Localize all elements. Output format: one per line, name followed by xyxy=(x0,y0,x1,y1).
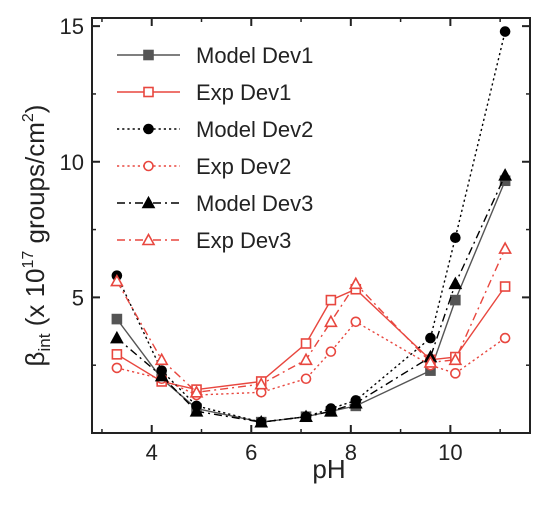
data-point xyxy=(498,241,512,254)
y-axis-title-symbol: β xyxy=(20,352,50,367)
plot-area: 4 6 8 10 5 10 15 xyxy=(60,14,531,465)
series-line xyxy=(116,286,506,391)
x-tick-label: 10 xyxy=(438,440,462,465)
series-line xyxy=(116,248,506,394)
series-line xyxy=(116,180,506,423)
y-tick-label: 5 xyxy=(72,285,84,310)
data-point xyxy=(299,409,313,423)
x-axis-title: pH xyxy=(312,454,345,484)
legend-label: Exp Dev2 xyxy=(196,154,291,179)
legend: Model Dev1 Exp Dev1 Model Dev2 Exp Dev2 Mode… xyxy=(117,43,313,253)
data-point xyxy=(498,168,512,181)
data-point xyxy=(254,414,269,428)
legend-label: Exp Dev1 xyxy=(196,80,291,105)
y-axis-title-open: (x 10 xyxy=(20,269,50,334)
data-point xyxy=(111,349,123,360)
series-3 xyxy=(111,26,511,428)
legend-item-4: Exp Dev2 xyxy=(117,154,291,179)
y-tick-label: 15 xyxy=(60,14,84,39)
y-tick-label: 10 xyxy=(60,150,84,175)
data-point xyxy=(300,338,312,349)
legend-label: Exp Dev3 xyxy=(196,228,291,253)
legend-label: Model Dev1 xyxy=(196,43,313,68)
legend-marker xyxy=(141,232,156,246)
data-point xyxy=(300,373,312,385)
legend-item-1: Model Dev1 xyxy=(117,43,313,68)
data-point xyxy=(325,346,337,357)
data-point xyxy=(348,276,363,290)
data-point xyxy=(111,313,123,325)
y-axis-title-subscript: int xyxy=(35,333,54,351)
plot-frame xyxy=(91,17,531,434)
legend-item-5: Model Dev3 xyxy=(117,191,313,216)
data-point xyxy=(348,396,363,409)
data-point xyxy=(189,385,204,398)
data-point xyxy=(324,314,338,328)
legend-item-2: Exp Dev1 xyxy=(117,80,291,105)
data-point xyxy=(325,294,337,306)
y-axis-title-middle: groups/cm xyxy=(20,122,50,251)
legend-item-6: Exp Dev3 xyxy=(117,228,291,253)
data-point xyxy=(324,404,338,417)
series-5 xyxy=(110,168,512,428)
legend-marker xyxy=(143,160,154,172)
series-6 xyxy=(110,241,512,398)
legend-marker xyxy=(143,86,154,98)
data-point xyxy=(450,368,461,379)
legend-label: Model Dev3 xyxy=(196,191,313,216)
data-point xyxy=(110,330,124,344)
data-point xyxy=(448,276,463,290)
data-point xyxy=(189,404,204,417)
y-axis-title-exponent: 17 xyxy=(20,251,37,269)
y-axis-title: βint (x 1017 groups/cm2) xyxy=(20,105,54,367)
x-tick-label: 6 xyxy=(245,440,257,465)
data-point xyxy=(425,332,436,344)
data-point xyxy=(499,281,511,292)
legend-marker xyxy=(141,195,156,209)
data-point xyxy=(499,332,511,344)
data-point xyxy=(450,232,461,244)
data-point xyxy=(111,362,123,374)
legend-marker xyxy=(143,49,154,61)
data-point xyxy=(254,377,269,390)
series-line xyxy=(116,320,506,396)
data-point xyxy=(448,352,463,366)
series-line xyxy=(116,175,506,423)
data-point xyxy=(450,294,461,306)
y-axis-title-exponent2: 2 xyxy=(20,113,37,122)
data-point xyxy=(299,352,313,366)
data-point xyxy=(154,368,169,382)
legend-item-3: Model Dev2 xyxy=(117,117,313,142)
data-point xyxy=(423,355,438,368)
x-tick-label: 8 xyxy=(345,440,357,465)
y-axis-title-close: ) xyxy=(20,105,50,114)
data-point xyxy=(110,273,124,287)
data-point xyxy=(350,316,362,328)
data-point xyxy=(499,26,511,37)
x-tick-label: 4 xyxy=(146,440,158,465)
legend-marker xyxy=(143,123,154,135)
data-point xyxy=(154,352,169,366)
legend-label: Model Dev2 xyxy=(196,117,313,142)
